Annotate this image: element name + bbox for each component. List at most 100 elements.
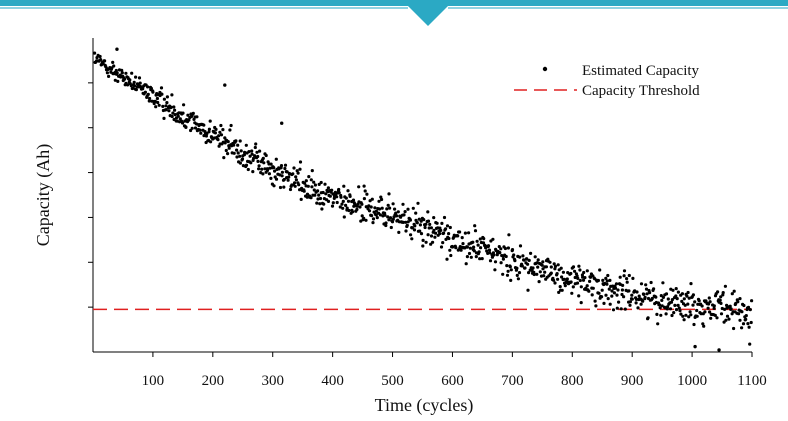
legend-marker-estimated [542, 66, 548, 72]
capacity-point [112, 64, 116, 68]
capacity-point [687, 296, 691, 300]
capacity-point [689, 282, 693, 286]
capacity-point [401, 202, 405, 206]
capacity-point [265, 168, 270, 172]
capacity-point [309, 178, 313, 182]
capacity-point [161, 104, 165, 108]
x-axis-label: Time (cycles) [375, 395, 474, 416]
capacity-point [337, 187, 341, 192]
capacity-point [553, 281, 557, 285]
capacity-point [687, 315, 691, 319]
capacity-point [326, 186, 330, 190]
capacity-point [557, 290, 561, 294]
capacity-point [746, 305, 751, 309]
capacity-point [439, 228, 443, 232]
capacity-point [280, 121, 284, 125]
capacity-point [218, 130, 222, 134]
capacity-point [578, 278, 582, 283]
capacity-point [658, 306, 662, 310]
capacity-point [712, 306, 716, 310]
capacity-point [219, 123, 223, 128]
capacity-point [338, 205, 342, 209]
capacity-point [541, 260, 545, 264]
capacity-point [318, 202, 322, 206]
capacity-point [703, 310, 707, 314]
capacity-point [274, 177, 279, 181]
capacity-point [449, 253, 453, 258]
capacity-point [323, 182, 327, 186]
capacity-point [562, 277, 567, 281]
capacity-point [746, 322, 750, 326]
capacity-point [543, 270, 547, 274]
capacity-point [748, 342, 752, 346]
capacity-point [186, 113, 190, 117]
capacity-point [348, 194, 352, 198]
capacity-point [606, 273, 610, 278]
capacity-point [362, 184, 366, 188]
capacity-point [219, 133, 224, 137]
capacity-point [744, 317, 748, 321]
capacity-point [389, 225, 393, 230]
capacity-point [509, 268, 513, 272]
capacity-point [176, 114, 180, 118]
capacity-point [642, 292, 646, 296]
capacity-point [447, 236, 451, 241]
capacity-point [107, 74, 111, 78]
capacity-point [488, 251, 492, 255]
capacity-point [404, 229, 408, 233]
capacity-point [421, 238, 425, 242]
capacity-point [661, 281, 665, 285]
capacity-point [318, 196, 323, 201]
capacity-point [401, 220, 405, 224]
capacity-point [360, 202, 364, 206]
capacity-point [253, 154, 257, 158]
capacity-point [370, 214, 374, 218]
capacity-point [260, 167, 264, 171]
capacity-point [413, 224, 417, 228]
capacity-point [256, 159, 260, 163]
capacity-point [254, 142, 258, 146]
capacity-point [622, 274, 626, 278]
capacity-point [370, 197, 374, 201]
capacity-point [565, 277, 569, 281]
capacity-point [160, 92, 164, 96]
capacity-point [292, 166, 296, 170]
capacity-point [593, 299, 597, 303]
capacity-point [111, 60, 115, 64]
capacity-point [228, 128, 232, 132]
capacity-point [224, 148, 228, 153]
capacity-point [324, 192, 328, 196]
capacity-point [387, 192, 391, 196]
capacity-point [641, 299, 645, 303]
capacity-point [253, 145, 257, 150]
x-tick-label: 700 [501, 373, 524, 389]
capacity-point [723, 307, 727, 311]
capacity-point [473, 229, 478, 233]
capacity-point [410, 226, 414, 230]
capacity-point [645, 292, 649, 296]
capacity-point [464, 262, 468, 266]
capacity-point [499, 247, 503, 251]
capacity-point [700, 304, 704, 308]
capacity-point [335, 200, 339, 205]
capacity-point [644, 283, 648, 287]
capacity-point [355, 207, 359, 212]
capacity-point [672, 311, 676, 315]
capacity-point [625, 280, 629, 284]
capacity-point [680, 299, 684, 303]
capacity-point [670, 313, 674, 318]
capacity-point [269, 176, 273, 180]
capacity-point [433, 235, 437, 239]
capacity-point [192, 117, 196, 121]
capacity-point [741, 322, 746, 326]
capacity-point [165, 95, 169, 99]
capacity-point [702, 324, 706, 328]
capacity-point [258, 149, 262, 153]
capacity-point [707, 302, 711, 306]
capacity-point [707, 296, 711, 300]
capacity-point [132, 84, 137, 88]
capacity-point [124, 71, 128, 75]
capacity-point [298, 167, 302, 171]
capacity-point [748, 308, 752, 312]
capacity-point [639, 302, 643, 306]
